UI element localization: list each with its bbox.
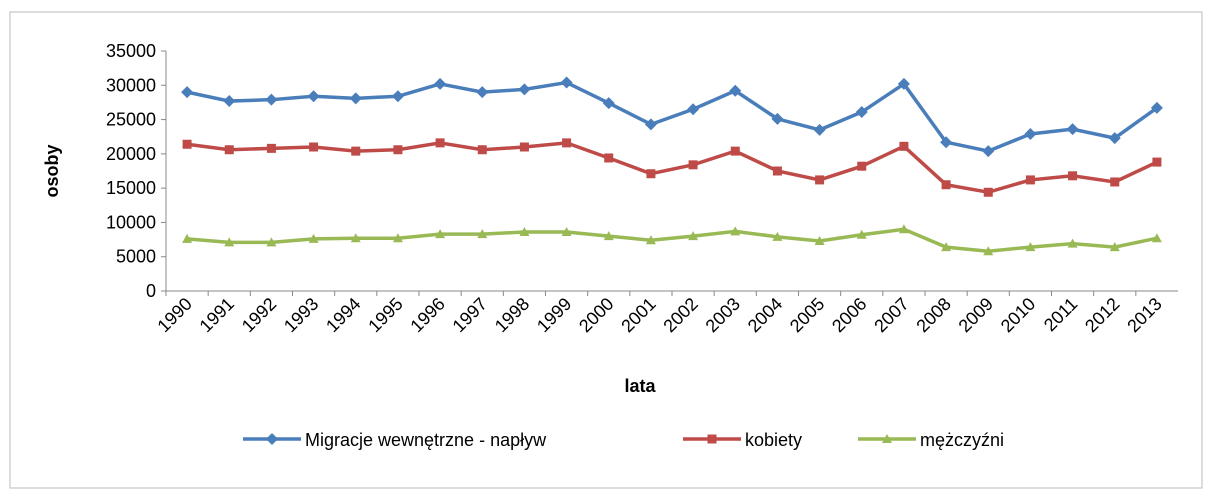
- point: [1067, 238, 1078, 248]
- point: [687, 103, 700, 116]
- point: [561, 227, 572, 237]
- point: [518, 83, 531, 96]
- point: [772, 231, 783, 241]
- legend-label: Migracje wewnętrzne - napływ: [305, 430, 547, 450]
- point: [266, 143, 276, 153]
- point: [941, 242, 952, 252]
- point: [519, 227, 530, 237]
- legend-label: kobiety: [745, 430, 802, 450]
- point: [1152, 157, 1162, 167]
- point: [1109, 242, 1120, 252]
- point: [265, 93, 278, 106]
- y-tick-label: 30000: [106, 75, 156, 95]
- point: [856, 229, 867, 239]
- point: [560, 76, 573, 89]
- point: [729, 84, 742, 97]
- point: [707, 434, 717, 444]
- point: [477, 229, 488, 239]
- point: [309, 142, 319, 152]
- point: [182, 233, 193, 243]
- y-tick-label: 0: [146, 281, 156, 301]
- point: [898, 224, 909, 234]
- point: [393, 145, 403, 155]
- y-tick-label: 5000: [116, 247, 156, 267]
- point: [224, 145, 234, 155]
- point: [519, 142, 529, 152]
- point: [813, 123, 826, 136]
- point: [897, 77, 910, 90]
- y-tick-label: 20000: [106, 144, 156, 164]
- x-axis-label: lata: [624, 376, 656, 396]
- point: [182, 139, 192, 149]
- point: [882, 434, 892, 443]
- point: [772, 166, 782, 176]
- series-line: [186, 227, 1158, 253]
- series-line: [186, 80, 1158, 153]
- point: [730, 226, 741, 236]
- point: [266, 237, 277, 247]
- point: [1151, 233, 1162, 243]
- point: [941, 180, 951, 190]
- point: [307, 90, 320, 103]
- chart-frame: [9, 11, 1203, 489]
- point: [855, 106, 868, 119]
- point: [181, 86, 194, 99]
- point: [350, 233, 361, 243]
- point: [392, 233, 403, 243]
- y-tick-label: 25000: [106, 110, 156, 130]
- point: [1066, 123, 1079, 136]
- point: [435, 229, 446, 239]
- point: [771, 112, 784, 125]
- y-axis-label: osoby: [42, 144, 62, 197]
- point: [814, 235, 825, 245]
- point: [391, 90, 404, 103]
- point: [603, 231, 614, 241]
- point: [645, 235, 656, 245]
- point: [983, 187, 993, 197]
- point: [562, 138, 572, 148]
- point: [646, 169, 656, 179]
- point: [899, 141, 909, 151]
- point: [477, 145, 487, 155]
- point: [223, 95, 236, 108]
- point: [434, 77, 447, 90]
- point: [730, 146, 740, 156]
- point: [1025, 242, 1036, 252]
- point: [857, 161, 867, 171]
- point: [349, 92, 362, 105]
- y-tick-label: 15000: [106, 178, 156, 198]
- point: [1068, 171, 1078, 181]
- point: [1150, 101, 1163, 114]
- point: [602, 97, 615, 110]
- point: [983, 246, 994, 256]
- point: [604, 153, 614, 163]
- point: [1110, 177, 1120, 187]
- point: [1024, 127, 1037, 140]
- y-tick-label: 35000: [106, 41, 156, 61]
- point: [435, 138, 445, 148]
- point: [308, 233, 319, 243]
- point: [940, 136, 953, 149]
- point: [1025, 175, 1035, 185]
- point: [266, 433, 278, 445]
- legend-label: mężczyźni: [920, 430, 1004, 450]
- y-tick-label: 10000: [106, 212, 156, 232]
- point: [476, 86, 489, 99]
- point: [224, 237, 235, 247]
- point: [351, 146, 361, 156]
- point: [688, 160, 698, 170]
- point: [982, 145, 995, 158]
- series-line: [186, 141, 1158, 195]
- point: [1108, 132, 1121, 145]
- point: [644, 118, 657, 131]
- point: [815, 175, 825, 185]
- point: [688, 231, 699, 241]
